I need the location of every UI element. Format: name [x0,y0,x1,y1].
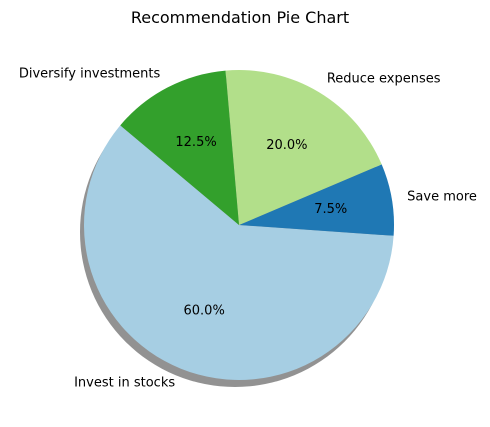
pie-slice-invest-in-stocks [84,125,394,380]
chart-title: Recommendation Pie Chart [131,8,349,27]
pie-slices [84,70,394,380]
slice-percent-diversify-investments: 12.5% [175,135,216,150]
pie-slice-reduce-expenses [225,70,382,225]
slice-label-save-more: Save more [407,189,477,204]
slice-label-diversify-investments: Diversify investments [19,66,161,81]
slice-label-reduce-expenses: Reduce expenses [327,71,441,86]
pie-labels: Invest in stocks 60.0% Save more 7.5% Reduce… [19,66,477,390]
pie-slice-save-more [239,164,394,236]
slice-percent-reduce-expenses: 20.0% [266,138,307,153]
pie-slice-diversify-investments [120,70,239,226]
slice-percent-save-more: 7.5% [314,202,347,217]
slice-percent-invest-in-stocks: 60.0% [184,304,225,319]
slice-label-invest-in-stocks: Invest in stocks [74,376,175,391]
